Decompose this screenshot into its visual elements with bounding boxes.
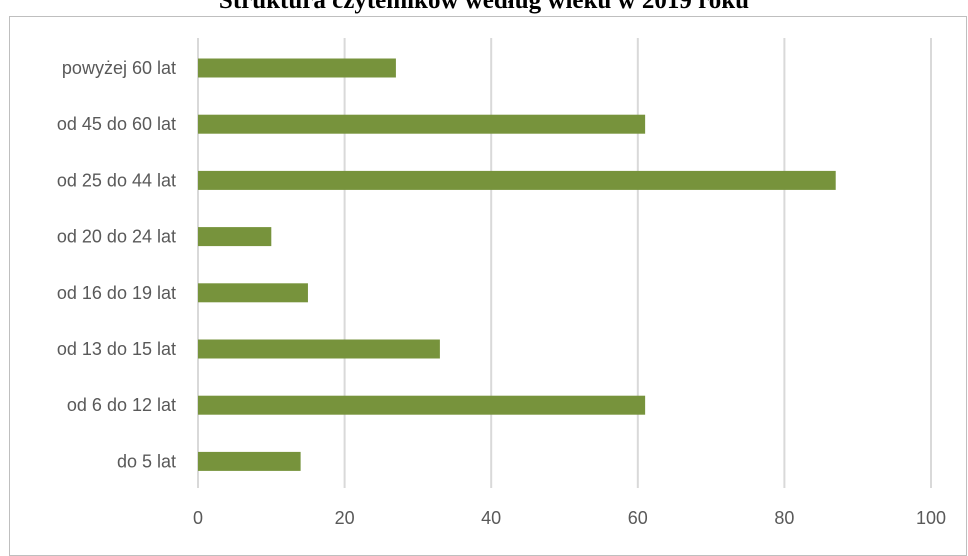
category-label: od 13 do 15 lat: [57, 339, 176, 359]
bar: [198, 227, 272, 247]
x-tick-label: 40: [481, 508, 501, 528]
x-tick-label: 0: [193, 508, 203, 528]
category-label: od 20 do 24 lat: [57, 227, 176, 247]
category-label: do 5 lat: [117, 451, 176, 471]
bars: [198, 58, 836, 471]
category-label: od 25 do 44 lat: [57, 170, 176, 190]
bar: [198, 339, 440, 359]
x-tick-label: 60: [628, 508, 648, 528]
bar: [198, 170, 836, 190]
x-tick-label: 80: [774, 508, 794, 528]
category-labels: powyżej 60 lat od 45 do 60 lat od 25 do 44…: [57, 58, 176, 471]
bar: [198, 395, 646, 415]
bar-chart: powyżej 60 lat od 45 do 60 lat od 25 do 44…: [57, 38, 946, 528]
chart-title: Struktura czytelników według wieku w 201…: [218, 0, 750, 14]
bar: [198, 283, 308, 303]
category-label: od 6 do 12 lat: [67, 395, 176, 415]
category-label: od 45 do 60 lat: [57, 114, 176, 134]
x-tick-label: 20: [335, 508, 355, 528]
bar: [198, 451, 301, 471]
x-tick-labels: 0 20 40 60 80 100: [193, 508, 946, 528]
gridlines: [197, 38, 932, 488]
category-label: od 16 do 19 lat: [57, 283, 176, 303]
x-tick-label: 100: [916, 508, 946, 528]
bar: [198, 114, 646, 134]
category-label: powyżej 60 lat: [62, 58, 176, 78]
bar: [198, 58, 396, 78]
